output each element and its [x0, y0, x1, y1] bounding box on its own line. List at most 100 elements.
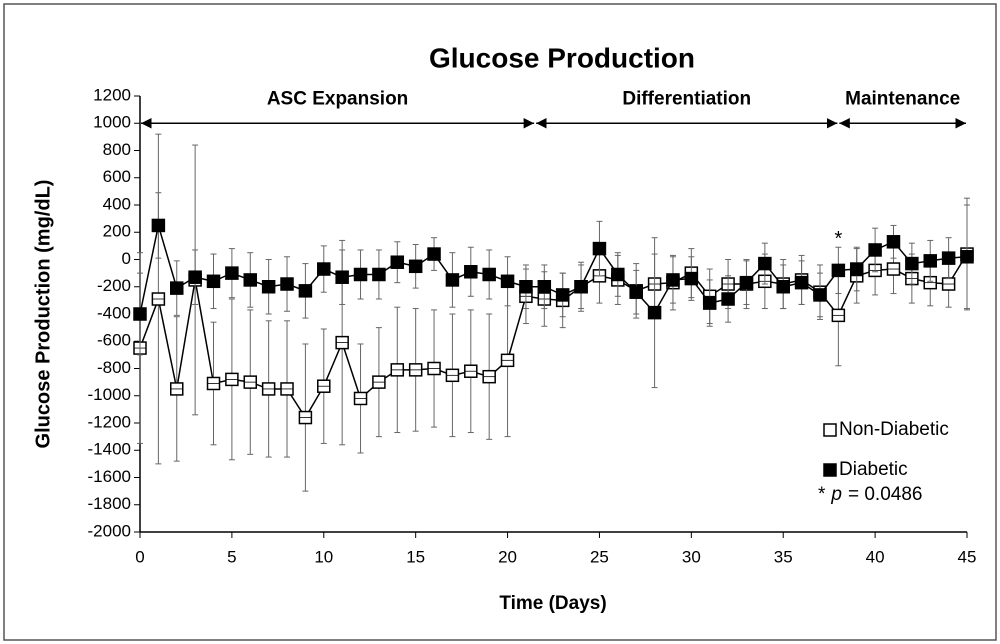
marker — [317, 262, 331, 276]
phase-label: Differentiation — [622, 88, 751, 109]
marker — [298, 410, 313, 425]
series-line — [139, 253, 968, 419]
marker-box — [298, 284, 313, 298]
marker — [482, 369, 496, 384]
marker — [280, 277, 294, 291]
marker-box — [372, 267, 386, 282]
marker — [170, 382, 184, 396]
marker — [886, 235, 901, 249]
marker-box — [170, 281, 184, 295]
y-tick-label: -1600 — [88, 467, 131, 486]
marker-box — [702, 296, 717, 310]
marker — [372, 267, 386, 282]
marker-box — [960, 250, 974, 264]
marker-box — [243, 273, 258, 287]
marker-box — [445, 273, 460, 287]
marker — [298, 284, 313, 298]
marker — [574, 280, 588, 294]
marker-box — [353, 267, 368, 282]
y-tick-label: -2000 — [88, 521, 131, 540]
marker-box — [831, 263, 846, 278]
marker — [739, 275, 754, 290]
y-tick-label: 800 — [103, 140, 131, 159]
y-tick-label: -600 — [97, 331, 131, 350]
marker-box — [739, 275, 754, 290]
phase-label: ASC Expansion — [267, 88, 408, 109]
x-tick-label: 0 — [135, 547, 144, 566]
x-tick-label: 45 — [958, 547, 977, 566]
marker — [408, 259, 423, 274]
y-tick-label: -1400 — [88, 440, 131, 459]
marker — [243, 375, 258, 389]
marker — [500, 353, 515, 368]
marker — [353, 267, 368, 282]
marker-box — [849, 262, 864, 276]
x-tick-label: 20 — [498, 547, 517, 566]
marker-box — [758, 256, 772, 271]
x-tick-label: 5 — [227, 547, 236, 566]
marker — [445, 273, 460, 287]
marker-box — [666, 273, 680, 287]
marker — [335, 335, 349, 350]
marker — [537, 280, 552, 294]
x-tick-label: 30 — [682, 547, 701, 566]
marker — [666, 273, 680, 287]
marker-box — [464, 265, 478, 279]
y-tick-label: 400 — [103, 194, 131, 213]
marker — [390, 363, 405, 377]
x-tick-label: 15 — [406, 547, 425, 566]
x-tick-label: 25 — [590, 547, 609, 566]
marker — [261, 382, 276, 396]
marker — [684, 271, 699, 286]
marker — [225, 266, 239, 280]
marker — [702, 296, 717, 310]
marker — [941, 277, 956, 291]
marker — [353, 391, 368, 406]
marker-box — [905, 256, 919, 271]
marker-box — [868, 243, 882, 257]
x-tick-label: 40 — [866, 547, 885, 566]
marker — [427, 361, 441, 376]
marker — [188, 270, 202, 284]
marker-box — [280, 277, 294, 291]
marker — [482, 267, 496, 282]
marker — [170, 281, 184, 295]
y-tick-label: -1000 — [88, 385, 131, 404]
marker-box — [261, 280, 276, 294]
frame — [3, 3, 997, 641]
marker-box — [684, 271, 699, 286]
marker — [445, 368, 460, 383]
marker — [243, 273, 258, 287]
marker — [611, 267, 625, 282]
x-tick-label: 35 — [774, 547, 793, 566]
marker-box — [555, 288, 570, 302]
marker — [794, 275, 809, 290]
y-tick-label: 1000 — [93, 113, 131, 132]
y-tick-label: -1800 — [88, 494, 131, 513]
marker — [427, 247, 441, 261]
marker-box — [500, 274, 515, 289]
marker-box — [537, 280, 552, 294]
marker-box — [629, 285, 643, 299]
y-tick-label: -200 — [97, 276, 131, 295]
marker — [813, 288, 827, 302]
marker-box — [721, 292, 735, 306]
marker-box — [206, 274, 221, 289]
marker-box — [335, 270, 349, 284]
marker-box — [941, 251, 956, 265]
legend-swatch — [823, 463, 837, 477]
marker-box — [574, 280, 588, 294]
significance-star: * — [834, 228, 842, 250]
marker — [335, 270, 349, 284]
marker — [133, 307, 147, 321]
marker — [941, 251, 956, 265]
marker — [905, 256, 919, 271]
marker-box — [794, 275, 809, 290]
marker — [280, 382, 294, 396]
note-part: = 0.0486 — [848, 484, 923, 505]
legend-label: Diabetic — [839, 459, 908, 480]
marker-box — [592, 241, 607, 256]
marker-box — [813, 288, 827, 302]
marker — [206, 376, 221, 391]
